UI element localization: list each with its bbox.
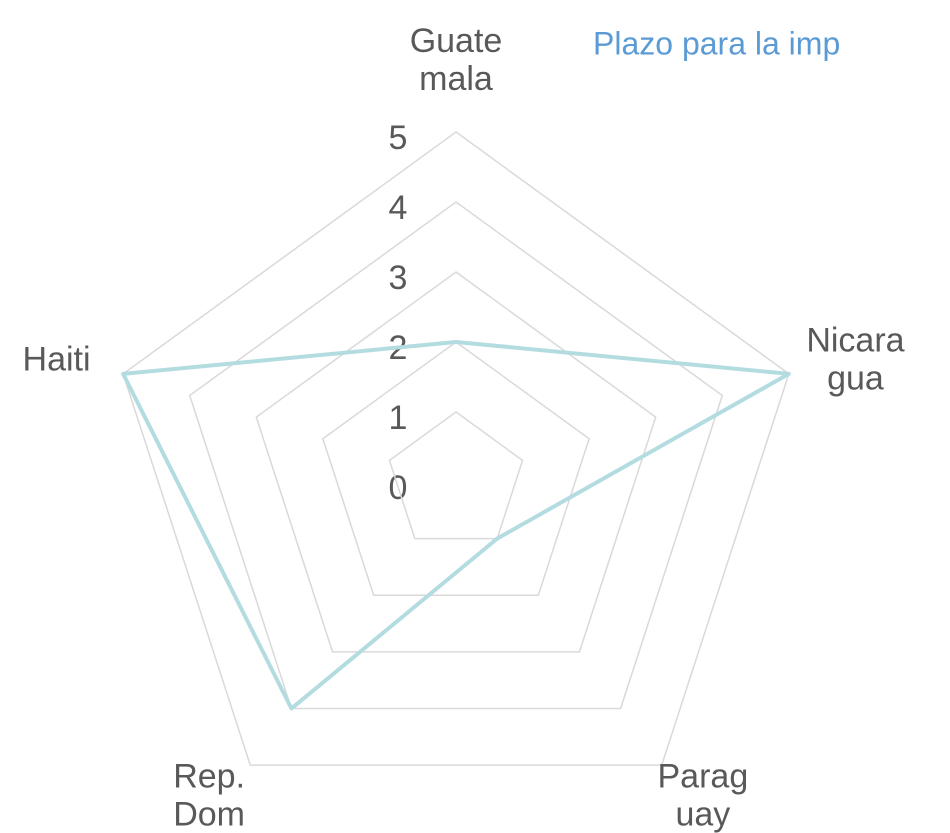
grid-ring <box>321 341 591 597</box>
chart-title: Plazo para la imp <box>593 25 840 61</box>
category-label: Parag uay <box>658 758 749 833</box>
tick-label: 3 <box>389 259 408 297</box>
tick-label: 1 <box>389 399 408 437</box>
category-label: Rep. Dom <box>173 758 245 833</box>
category-label: Haiti <box>23 340 91 378</box>
tick-label: 4 <box>389 189 408 227</box>
series-line <box>121 340 791 711</box>
grid-ring <box>388 411 524 540</box>
tick-label: 5 <box>389 119 408 157</box>
grid-ring <box>255 271 657 653</box>
grid-ring <box>122 131 790 766</box>
category-label: Guate mala <box>410 22 503 98</box>
category-label: Nicara gua <box>806 321 904 397</box>
